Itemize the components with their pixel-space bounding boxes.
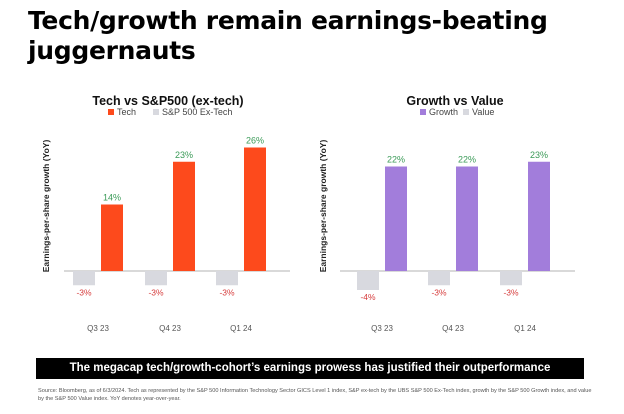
value-label-secondary-1: -3%	[431, 287, 447, 297]
bar-secondary-1	[428, 271, 450, 286]
y-axis-label: Earnings-per-share growth (YoY)	[318, 140, 328, 273]
bar-growth-2	[528, 161, 550, 271]
bar-tech-0	[101, 204, 123, 271]
value-label-secondary-0: -3%	[76, 287, 92, 297]
bar-growth-1	[456, 166, 478, 271]
value-label-primary-0: 14%	[103, 193, 121, 203]
bar-secondary-0	[73, 271, 95, 286]
bar-tech-1	[173, 161, 195, 271]
legend-label-0: Tech	[117, 107, 136, 117]
chart-title: Tech vs S&P500 (ex-tech)	[92, 94, 243, 108]
x-tick-label-0: Q3 23	[87, 324, 109, 333]
bar-secondary-0	[357, 271, 379, 290]
bar-tech-2	[244, 147, 266, 271]
value-label-secondary-0: -4%	[360, 292, 376, 302]
summary-banner: The megacap tech/growth-cohort’s earning…	[36, 358, 584, 379]
bar-growth-0	[385, 166, 407, 271]
legend-swatch-0	[108, 109, 114, 115]
value-label-primary-1: 22%	[458, 155, 476, 165]
bar-secondary-1	[145, 271, 167, 286]
value-label-secondary-2: -3%	[219, 287, 235, 297]
legend-swatch-1	[153, 109, 159, 115]
value-label-primary-2: 26%	[246, 136, 264, 146]
chart-title: Growth vs Value	[406, 94, 503, 108]
y-axis-label: Earnings-per-share growth (YoY)	[41, 140, 51, 273]
value-label-primary-0: 22%	[387, 155, 405, 165]
x-tick-label-2: Q1 24	[514, 324, 536, 333]
chart-tech-vs-sp500: Tech vs S&P500 (ex-tech)Tech S&P 500 Ex-T…	[41, 94, 290, 333]
bar-secondary-2	[216, 271, 238, 286]
x-tick-label-1: Q4 23	[159, 324, 181, 333]
x-tick-label-2: Q1 24	[230, 324, 252, 333]
legend-swatch-1	[463, 109, 469, 115]
source-note: Source: Bloomberg, as of 6/3/2024. Tech …	[38, 388, 592, 402]
value-label-primary-2: 23%	[530, 150, 548, 160]
legend-swatch-0	[420, 109, 426, 115]
value-label-primary-1: 23%	[175, 150, 193, 160]
legend-label-1: S&P 500 Ex-Tech	[162, 107, 232, 117]
bar-secondary-2	[500, 271, 522, 286]
x-tick-label-1: Q4 23	[442, 324, 464, 333]
legend-label-0: Growth	[429, 107, 458, 117]
page-title: Tech/growth remain earnings-beating jugg…	[28, 6, 548, 65]
legend-label-1: Value	[472, 107, 494, 117]
value-label-secondary-2: -3%	[503, 287, 519, 297]
value-label-secondary-1: -3%	[148, 287, 164, 297]
x-tick-label-0: Q3 23	[371, 324, 393, 333]
